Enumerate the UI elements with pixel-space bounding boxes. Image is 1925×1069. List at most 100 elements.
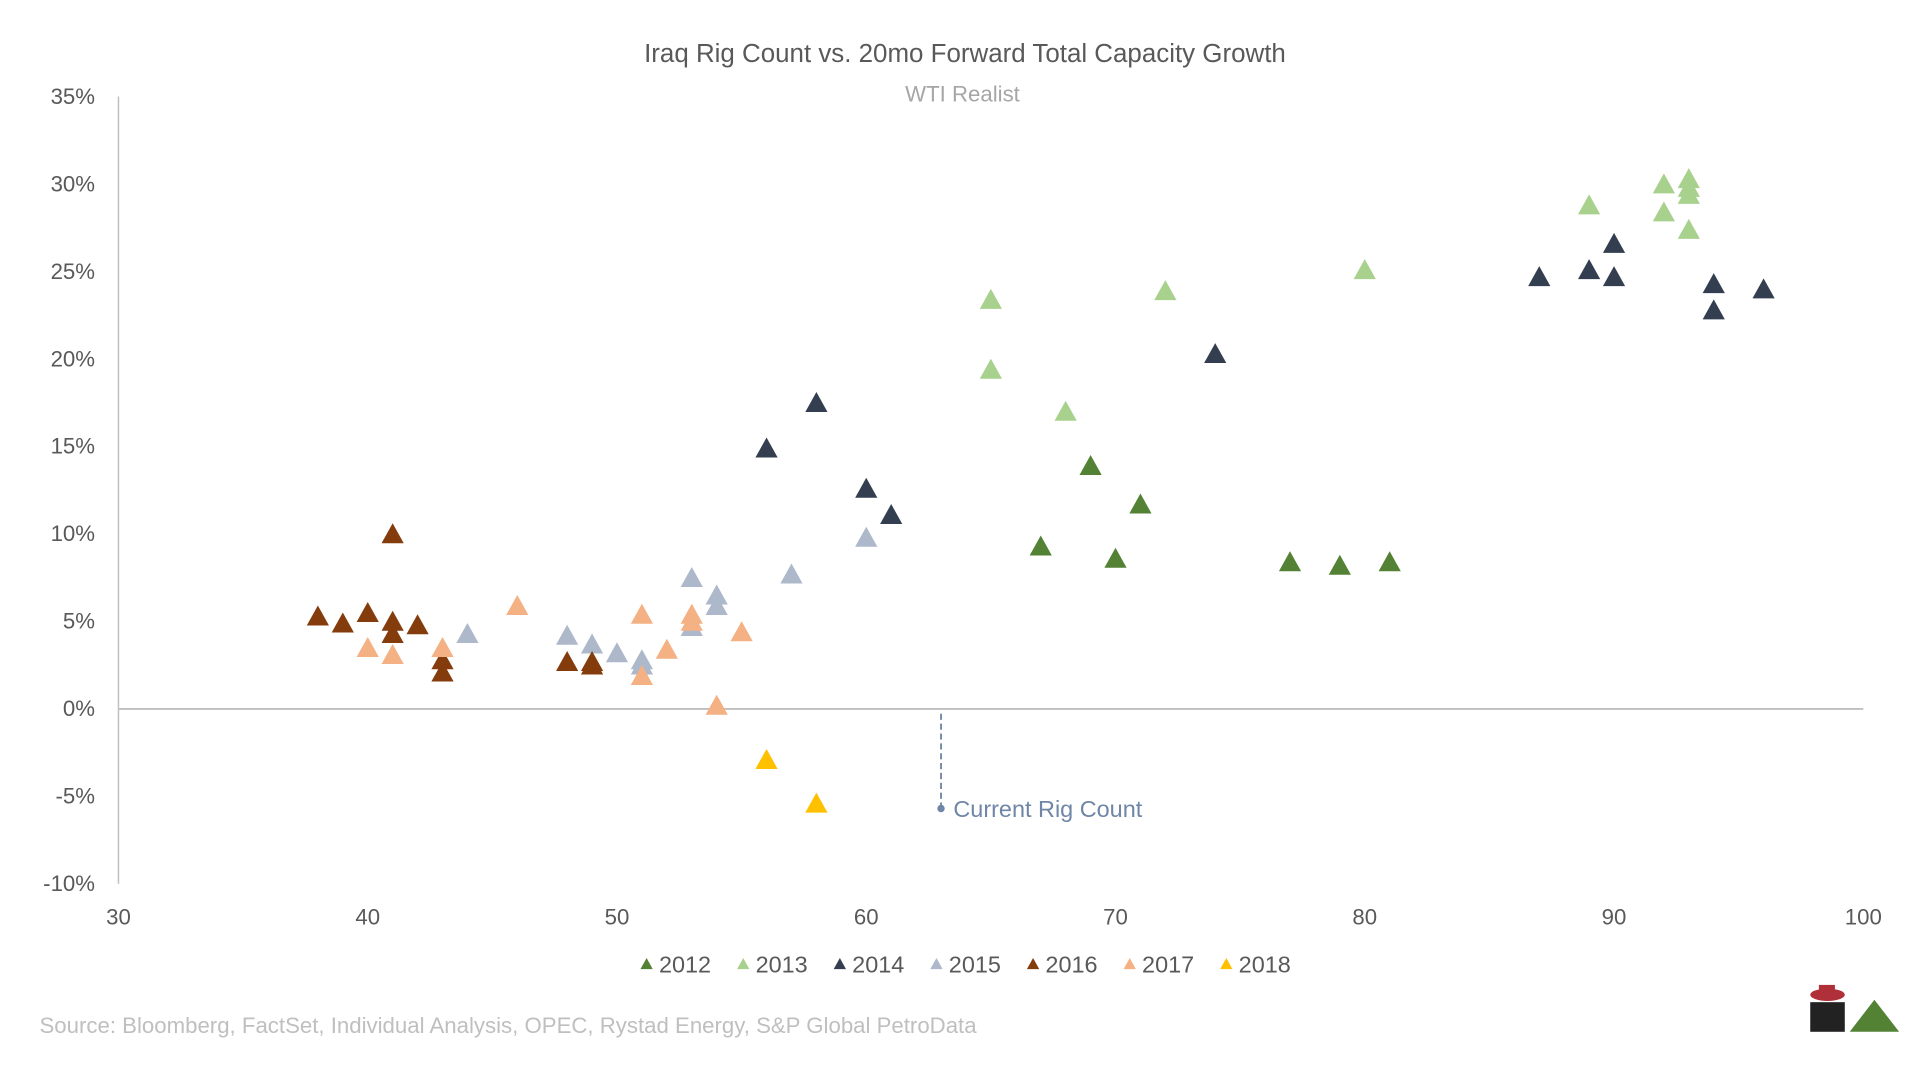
legend-marker-2016 <box>1026 958 1040 970</box>
y-tick-label: 20% <box>51 346 95 371</box>
legend-marker-2013 <box>737 958 750 970</box>
annotation-label: Current Rig Count <box>953 796 1142 822</box>
data-point-2018 <box>755 748 778 769</box>
data-point-2013 <box>1578 194 1601 215</box>
data-point-2016 <box>580 654 604 675</box>
data-point-2017 <box>705 694 728 715</box>
data-point-2017 <box>506 594 529 615</box>
data-point-2014 <box>1752 278 1775 299</box>
data-point-2015 <box>855 526 878 547</box>
data-point-2015 <box>705 584 728 605</box>
data-point-2015 <box>556 624 579 645</box>
x-tick-label: 50 <box>605 904 630 929</box>
data-point-2012 <box>1104 547 1127 568</box>
data-point-2014 <box>1702 299 1725 320</box>
data-point-2015 <box>705 594 728 615</box>
data-point-2012 <box>1378 551 1401 572</box>
data-point-2013 <box>1054 400 1077 421</box>
chart-subtitle: WTI Realist <box>905 81 1020 106</box>
legend-label-2018: 2018 <box>1239 952 1291 978</box>
chart-title: Iraq Rig Count vs. 20mo Forward Total Ca… <box>644 40 1286 68</box>
x-tick-label: 80 <box>1352 904 1377 929</box>
data-point-2013 <box>979 288 1002 309</box>
data-point-2015 <box>580 633 604 654</box>
data-point-2014 <box>1602 266 1626 287</box>
data-point-2013 <box>979 358 1002 379</box>
data-point-2012 <box>1278 551 1302 572</box>
data-point-2014 <box>880 504 903 525</box>
data-point-2016 <box>556 650 579 671</box>
x-tick-label: 60 <box>854 904 879 929</box>
data-point-2018 <box>805 792 828 813</box>
y-tick-label: -10% <box>43 871 95 896</box>
legend-marker-2017 <box>1123 958 1136 970</box>
x-tick-label: 90 <box>1602 904 1627 929</box>
y-tick-label: 10% <box>51 521 95 546</box>
source-note: Source: Bloomberg, FactSet, Individual A… <box>39 1013 977 1038</box>
legend-label-2015: 2015 <box>949 952 1001 978</box>
data-point-2017 <box>381 643 404 664</box>
data-point-2013 <box>1353 259 1376 280</box>
data-point-2014 <box>805 392 828 413</box>
x-tick-label: 30 <box>106 904 131 929</box>
data-point-2012 <box>1079 455 1102 476</box>
data-point-2017 <box>680 610 703 631</box>
data-point-2015 <box>780 563 803 584</box>
data-point-2014 <box>1578 259 1601 280</box>
data-point-2016 <box>381 523 404 544</box>
y-tick-label: 35% <box>51 84 95 109</box>
y-tick-label: 15% <box>51 434 95 459</box>
data-point-2014 <box>855 477 878 498</box>
brand-logo <box>1810 984 1900 1032</box>
data-point-2013 <box>1652 173 1675 194</box>
data-point-2017 <box>655 638 678 659</box>
data-point-2016 <box>406 614 429 635</box>
legend-marker-2018 <box>1220 958 1233 970</box>
data-point-2013 <box>1652 201 1675 222</box>
legend-label-2014: 2014 <box>852 952 904 978</box>
data-point-2016 <box>381 610 404 631</box>
data-point-2012 <box>1328 554 1351 575</box>
legend-label-2016: 2016 <box>1045 952 1097 978</box>
data-point-2015 <box>605 642 629 663</box>
data-point-2012 <box>1129 493 1152 514</box>
data-point-2012 <box>1029 535 1052 556</box>
data-point-2017 <box>630 664 654 685</box>
data-point-2017 <box>730 621 753 642</box>
data-point-2014 <box>1702 273 1725 294</box>
data-point-2015 <box>456 622 479 643</box>
legend-marker-2014 <box>833 958 847 970</box>
data-point-2016 <box>381 622 404 643</box>
legend-marker-2012 <box>640 958 653 970</box>
y-tick-label: 30% <box>51 171 95 196</box>
y-tick-label: 0% <box>63 696 95 721</box>
legend-marker-2015 <box>930 958 943 970</box>
data-point-2017 <box>356 636 379 657</box>
x-tick-label: 100 <box>1845 904 1882 929</box>
data-point-2014 <box>1528 266 1551 287</box>
data-point-2014 <box>755 437 778 458</box>
data-point-2016 <box>431 649 454 670</box>
data-point-2016 <box>331 612 354 633</box>
data-point-2015 <box>630 654 654 675</box>
data-point-2014 <box>1204 343 1227 364</box>
y-tick-label: 5% <box>63 609 95 634</box>
legend-label-2013: 2013 <box>756 952 808 978</box>
x-tick-label: 70 <box>1103 904 1128 929</box>
data-point-2017 <box>431 636 454 657</box>
data-point-2013 <box>1677 218 1700 239</box>
x-tick-label: 40 <box>355 904 380 929</box>
data-point-2016 <box>306 605 329 626</box>
data-point-2015 <box>680 567 703 587</box>
data-point-2016 <box>431 661 454 682</box>
annotation-dot <box>937 804 945 813</box>
y-tick-label: -5% <box>56 784 95 809</box>
data-point-2017 <box>630 603 654 624</box>
data-point-2014 <box>1602 232 1626 253</box>
legend-label-2012: 2012 <box>659 952 711 978</box>
legend-label-2017: 2017 <box>1142 952 1194 978</box>
data-point-2013 <box>1154 280 1177 301</box>
data-point-2016 <box>356 601 379 622</box>
y-tick-label: 25% <box>51 259 95 284</box>
